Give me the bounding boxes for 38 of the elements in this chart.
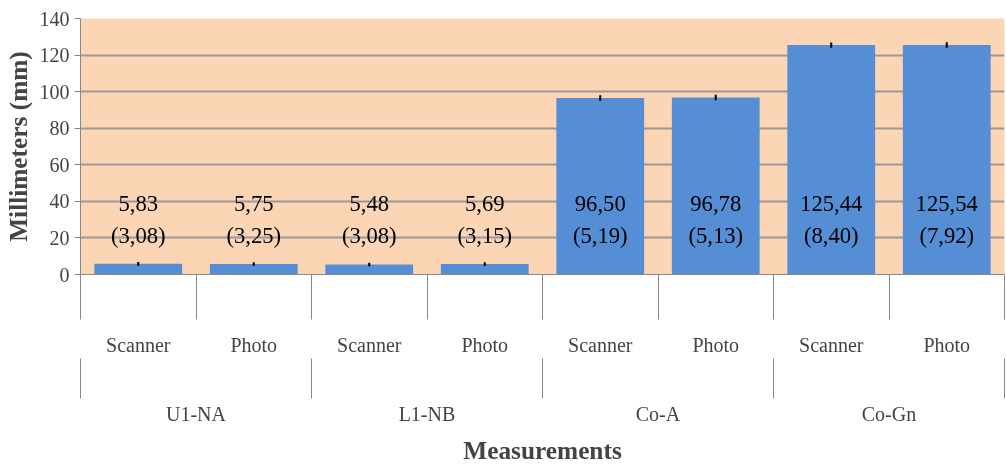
y-tick-label: 100 (39, 80, 70, 103)
data-label: 5,48 (3,08) (341, 191, 397, 248)
y-axis-title: Millimeters (mm) (3, 51, 33, 242)
data-label: 96,78 (5,13) (688, 191, 744, 248)
bar (902, 44, 991, 275)
x-tick-label: Scanner (337, 333, 402, 356)
y-tick-label: 120 (39, 44, 70, 67)
y-tick-label: 20 (49, 226, 70, 249)
text: U1-NA (166, 402, 227, 425)
bar (94, 263, 183, 275)
x-tick-label: Photo (692, 333, 740, 356)
data-label: 125,54 (7,92) (915, 191, 978, 248)
data-label: 5,75 (3,25) (226, 191, 282, 248)
data-label: 96,50 (5,19) (572, 191, 628, 248)
x-tick-label: Photo (461, 333, 509, 356)
bar (440, 264, 529, 275)
bar (556, 98, 645, 275)
x-tick-label: Scanner (799, 333, 864, 356)
data-label: 125,44 (8,40) (800, 191, 863, 248)
text: L1-NB (398, 402, 456, 425)
x-tick-label: Photo (923, 333, 971, 356)
bar (671, 97, 760, 275)
y-tick-label: 0 (59, 263, 70, 286)
y-tick-label: 80 (49, 117, 70, 140)
bar (325, 264, 414, 275)
data-label: 5,83 (3,08) (110, 191, 166, 248)
bar (787, 45, 876, 275)
y-tick-label: 140 (39, 7, 70, 30)
x-axis-title: Measurements (463, 435, 622, 464)
y-tick-label: 60 (49, 153, 70, 176)
x-tick-label: Scanner (568, 333, 633, 356)
bar (209, 263, 298, 275)
y-tick-label: 40 (49, 190, 70, 213)
data-label: 5,69 (3,15) (457, 191, 513, 248)
text: Co-A (635, 402, 681, 425)
text: Co-Gn (861, 402, 917, 425)
x-tick-label: Photo (230, 333, 278, 356)
x-tick-label: Scanner (106, 333, 171, 356)
